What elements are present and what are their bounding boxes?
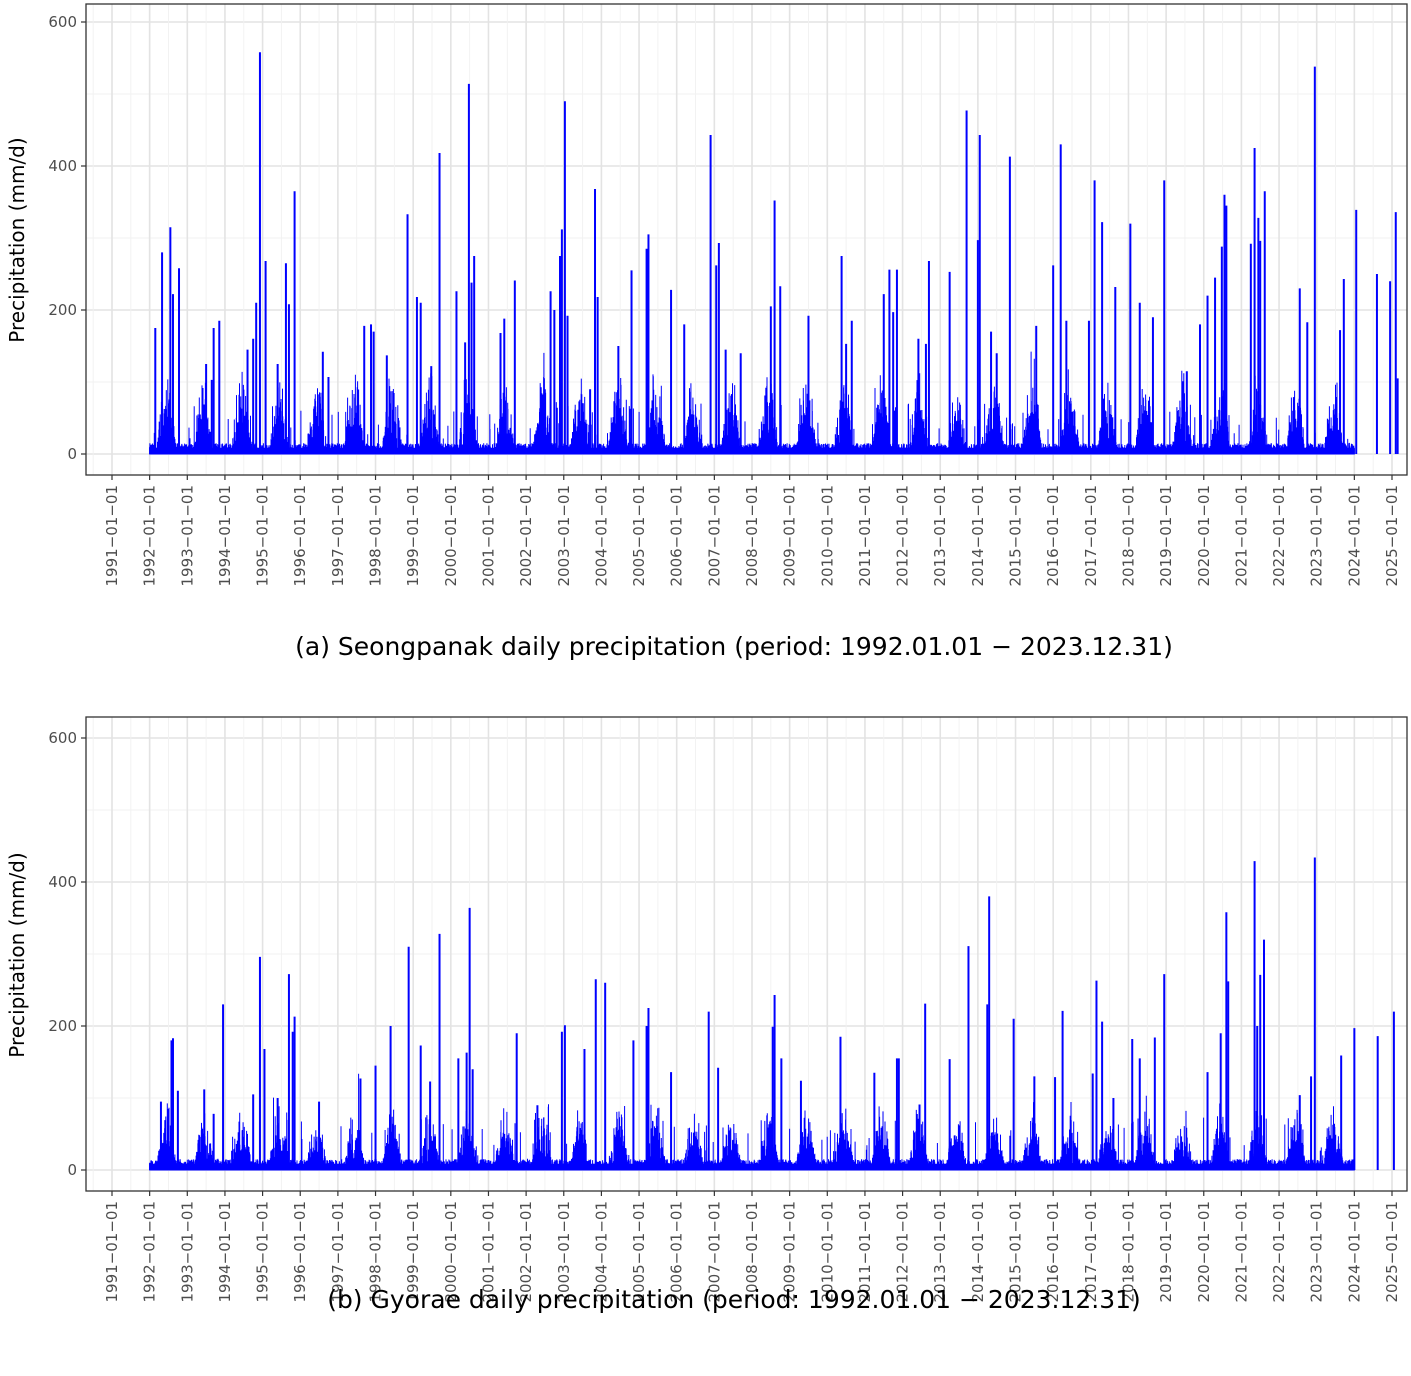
x-tick-label: 2011−01−01 (856, 1201, 874, 1302)
y-axis-title: Precipitation (mm/d) (5, 852, 29, 1057)
x-tick-label: 1998−01−01 (367, 485, 385, 586)
x-tick-label: 2003−01−01 (555, 485, 573, 586)
x-tick-label: 2016−01−01 (1044, 1201, 1062, 1302)
x-tick-label: 2009−01−01 (781, 1201, 799, 1302)
x-tick-label: 1999−01−01 (404, 485, 422, 586)
x-tick-label: 2004−01−01 (592, 485, 610, 586)
x-tick-label: 2006−01−01 (668, 1201, 686, 1302)
x-tick-label: 2021−01−01 (1232, 485, 1250, 586)
panel-caption: (a) Seongpanak daily precipitation (peri… (295, 632, 1173, 661)
x-tick-label: 1995−01−01 (254, 485, 272, 586)
x-tick-label: 1997−01−01 (329, 1201, 347, 1302)
chart-panel-gyorae: 0 200 400 600 1991−01−01 1992−01−01 1993−01−01… (5, 716, 1408, 1314)
x-tick-label: 2005−01−01 (630, 485, 648, 586)
x-tick-label: 2013−01−01 (931, 1201, 949, 1302)
x-tick-label: 2002−01−01 (517, 1201, 535, 1302)
x-tick-label: 2008−01−01 (743, 485, 761, 586)
x-tick-label: 2009−01−01 (781, 485, 799, 586)
x-tick-label: 2016−01−01 (1044, 485, 1062, 586)
y-tick-label: 400 (48, 157, 77, 175)
plot-background (86, 4, 1407, 475)
x-tick-label: 2022−01−01 (1270, 1201, 1288, 1302)
x-tick-label: 2012−01−01 (894, 1201, 912, 1302)
x-tick-label: 1991−01−01 (103, 485, 121, 586)
x-tick-label: 2017−01−01 (1082, 485, 1100, 586)
x-tick-label: 2023−01−01 (1308, 485, 1326, 586)
x-tick-label: 1997−01−01 (329, 485, 347, 586)
x-tick-label: 2015−01−01 (1007, 1201, 1025, 1302)
x-tick-label: 1996−01−01 (291, 1201, 309, 1302)
panel-caption: (b) Gyorae daily precipitation (period: … (327, 1285, 1141, 1314)
x-tick-label: 2011−01−01 (856, 485, 874, 586)
x-tick-label: 2020−01−01 (1195, 1201, 1213, 1302)
x-tick-label: 1995−01−01 (254, 1201, 272, 1302)
x-tick-label: 2013−01−01 (931, 485, 949, 586)
x-tick-label: 2018−01−01 (1119, 1201, 1137, 1302)
x-tick-label: 2024−01−01 (1345, 1201, 1363, 1302)
y-tick-label: 0 (67, 1161, 77, 1179)
baseline-bars (149, 447, 1355, 455)
x-tick-label: 2007−01−01 (705, 1201, 723, 1302)
x-tick-label: 2019−01−01 (1157, 1201, 1175, 1302)
x-tick-label: 2019−01−01 (1157, 485, 1175, 586)
x-tick-label: 2021−01−01 (1232, 1201, 1250, 1302)
x-tick-label: 2008−01−01 (743, 1201, 761, 1302)
x-tick-label: 1999−01−01 (404, 1201, 422, 1302)
x-tick-label: 2006−01−01 (668, 485, 686, 586)
x-tick-label: 1991−01−01 (103, 1201, 121, 1302)
x-tick-label: 2001−01−01 (479, 1201, 497, 1302)
x-tick-label: 2017−01−01 (1082, 1201, 1100, 1302)
precipitation-series (149, 52, 1399, 455)
x-tick-label: 2005−01−01 (630, 1201, 648, 1302)
x-tick-label: 1996−01−01 (291, 485, 309, 586)
precipitation-series (149, 857, 1395, 1171)
x-tick-label: 2001−01−01 (479, 485, 497, 586)
panel-border (85, 3, 1408, 476)
x-tick-label: 2022−01−01 (1270, 485, 1288, 586)
x-tick-label: 2012−01−01 (894, 485, 912, 586)
x-tick-label: 1992−01−01 (141, 485, 159, 586)
x-tick-label: 1998−01−01 (367, 1201, 385, 1302)
x-tick-label: 1994−01−01 (216, 485, 234, 586)
y-tick-label: 200 (48, 301, 77, 319)
y-tick-label: 400 (48, 873, 77, 891)
x-tick-label: 2025−01−01 (1383, 485, 1401, 586)
x-tick-label: 2014−01−01 (969, 485, 987, 586)
chart-panel-seongpanak: 0 200 400 600 1991−01−01 1992−01−01 1993−01−01… (5, 3, 1408, 661)
x-tick-label: 2007−01−01 (705, 485, 723, 586)
x-tick-label: 2003−01−01 (555, 1201, 573, 1302)
x-tick-label: 2015−01−01 (1007, 485, 1025, 586)
x-tick-label: 1993−01−01 (178, 485, 196, 586)
x-tick-label: 1992−01−01 (141, 1201, 159, 1302)
x-tick-label: 1994−01−01 (216, 1201, 234, 1302)
y-axis-title: Precipitation (mm/d) (5, 137, 29, 342)
x-tick-label: 2025−01−01 (1383, 1201, 1401, 1302)
x-tick-label: 1993−01−01 (178, 1201, 196, 1302)
x-tick-label: 2024−01−01 (1345, 485, 1363, 586)
baseline-bars (149, 1163, 1355, 1171)
y-tick-label: 600 (48, 729, 77, 747)
x-tick-label: 2010−01−01 (818, 485, 836, 586)
x-tick-label: 2010−01−01 (818, 1201, 836, 1302)
x-tick-label: 2023−01−01 (1308, 1201, 1326, 1302)
y-tick-label: 200 (48, 1017, 77, 1035)
x-tick-label: 2020−01−01 (1195, 485, 1213, 586)
y-tick-label: 0 (67, 445, 77, 463)
x-tick-label: 2000−01−01 (442, 485, 460, 586)
x-tick-label: 2018−01−01 (1119, 485, 1137, 586)
x-tick-label: 2000−01−01 (442, 1201, 460, 1302)
y-tick-label: 600 (48, 13, 77, 31)
x-tick-label: 2014−01−01 (969, 1201, 987, 1302)
x-tick-label: 2004−01−01 (592, 1201, 610, 1302)
panel-border (85, 716, 1408, 1192)
x-tick-label: 2002−01−01 (517, 485, 535, 586)
